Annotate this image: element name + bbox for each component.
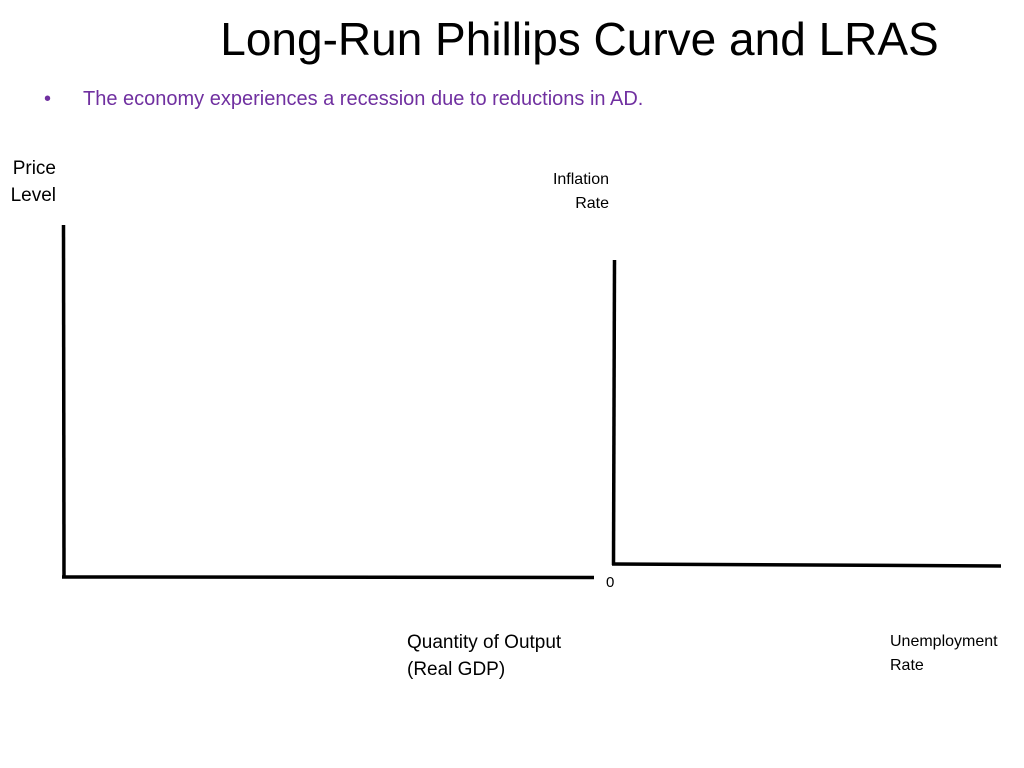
quantity-of-output-label-line: (Real GDP) — [407, 659, 506, 680]
unemployment-rate-label-line: Rate — [890, 657, 924, 674]
price-level-axis — [61, 224, 66, 579]
bullet-text: The economy experiences a recession due … — [83, 88, 644, 110]
inflation-rate-label-line: Rate — [575, 195, 609, 212]
slide-title: Long-Run Phillips Curve and LRAS — [220, 13, 939, 65]
left-graph — [61, 224, 595, 580]
unemployment-rate-label-line: Unemployment — [890, 633, 998, 650]
price-level-label-line: Level — [10, 185, 56, 206]
unemployment-rate-axis — [611, 562, 1002, 568]
inflation-rate-label-line: Inflation — [552, 171, 609, 188]
quantity-of-output-label-line: Quantity of Output — [407, 632, 562, 653]
price-level-label: Price Level — [11, 155, 56, 209]
real-gdp-axis — [61, 575, 595, 580]
bullet-marker: • — [44, 88, 52, 110]
price-level-label-line: Price — [12, 158, 56, 179]
origin-zero-label: 0 — [606, 574, 615, 591]
inflation-rate-axis — [611, 259, 617, 566]
inflation-rate-label: Inflation Rate — [553, 168, 609, 216]
right-graph — [611, 259, 1002, 568]
unemployment-rate-label: Unemployment Rate — [890, 630, 998, 678]
quantity-of-output-label: Quantity of Output (Real GDP) — [407, 629, 561, 683]
